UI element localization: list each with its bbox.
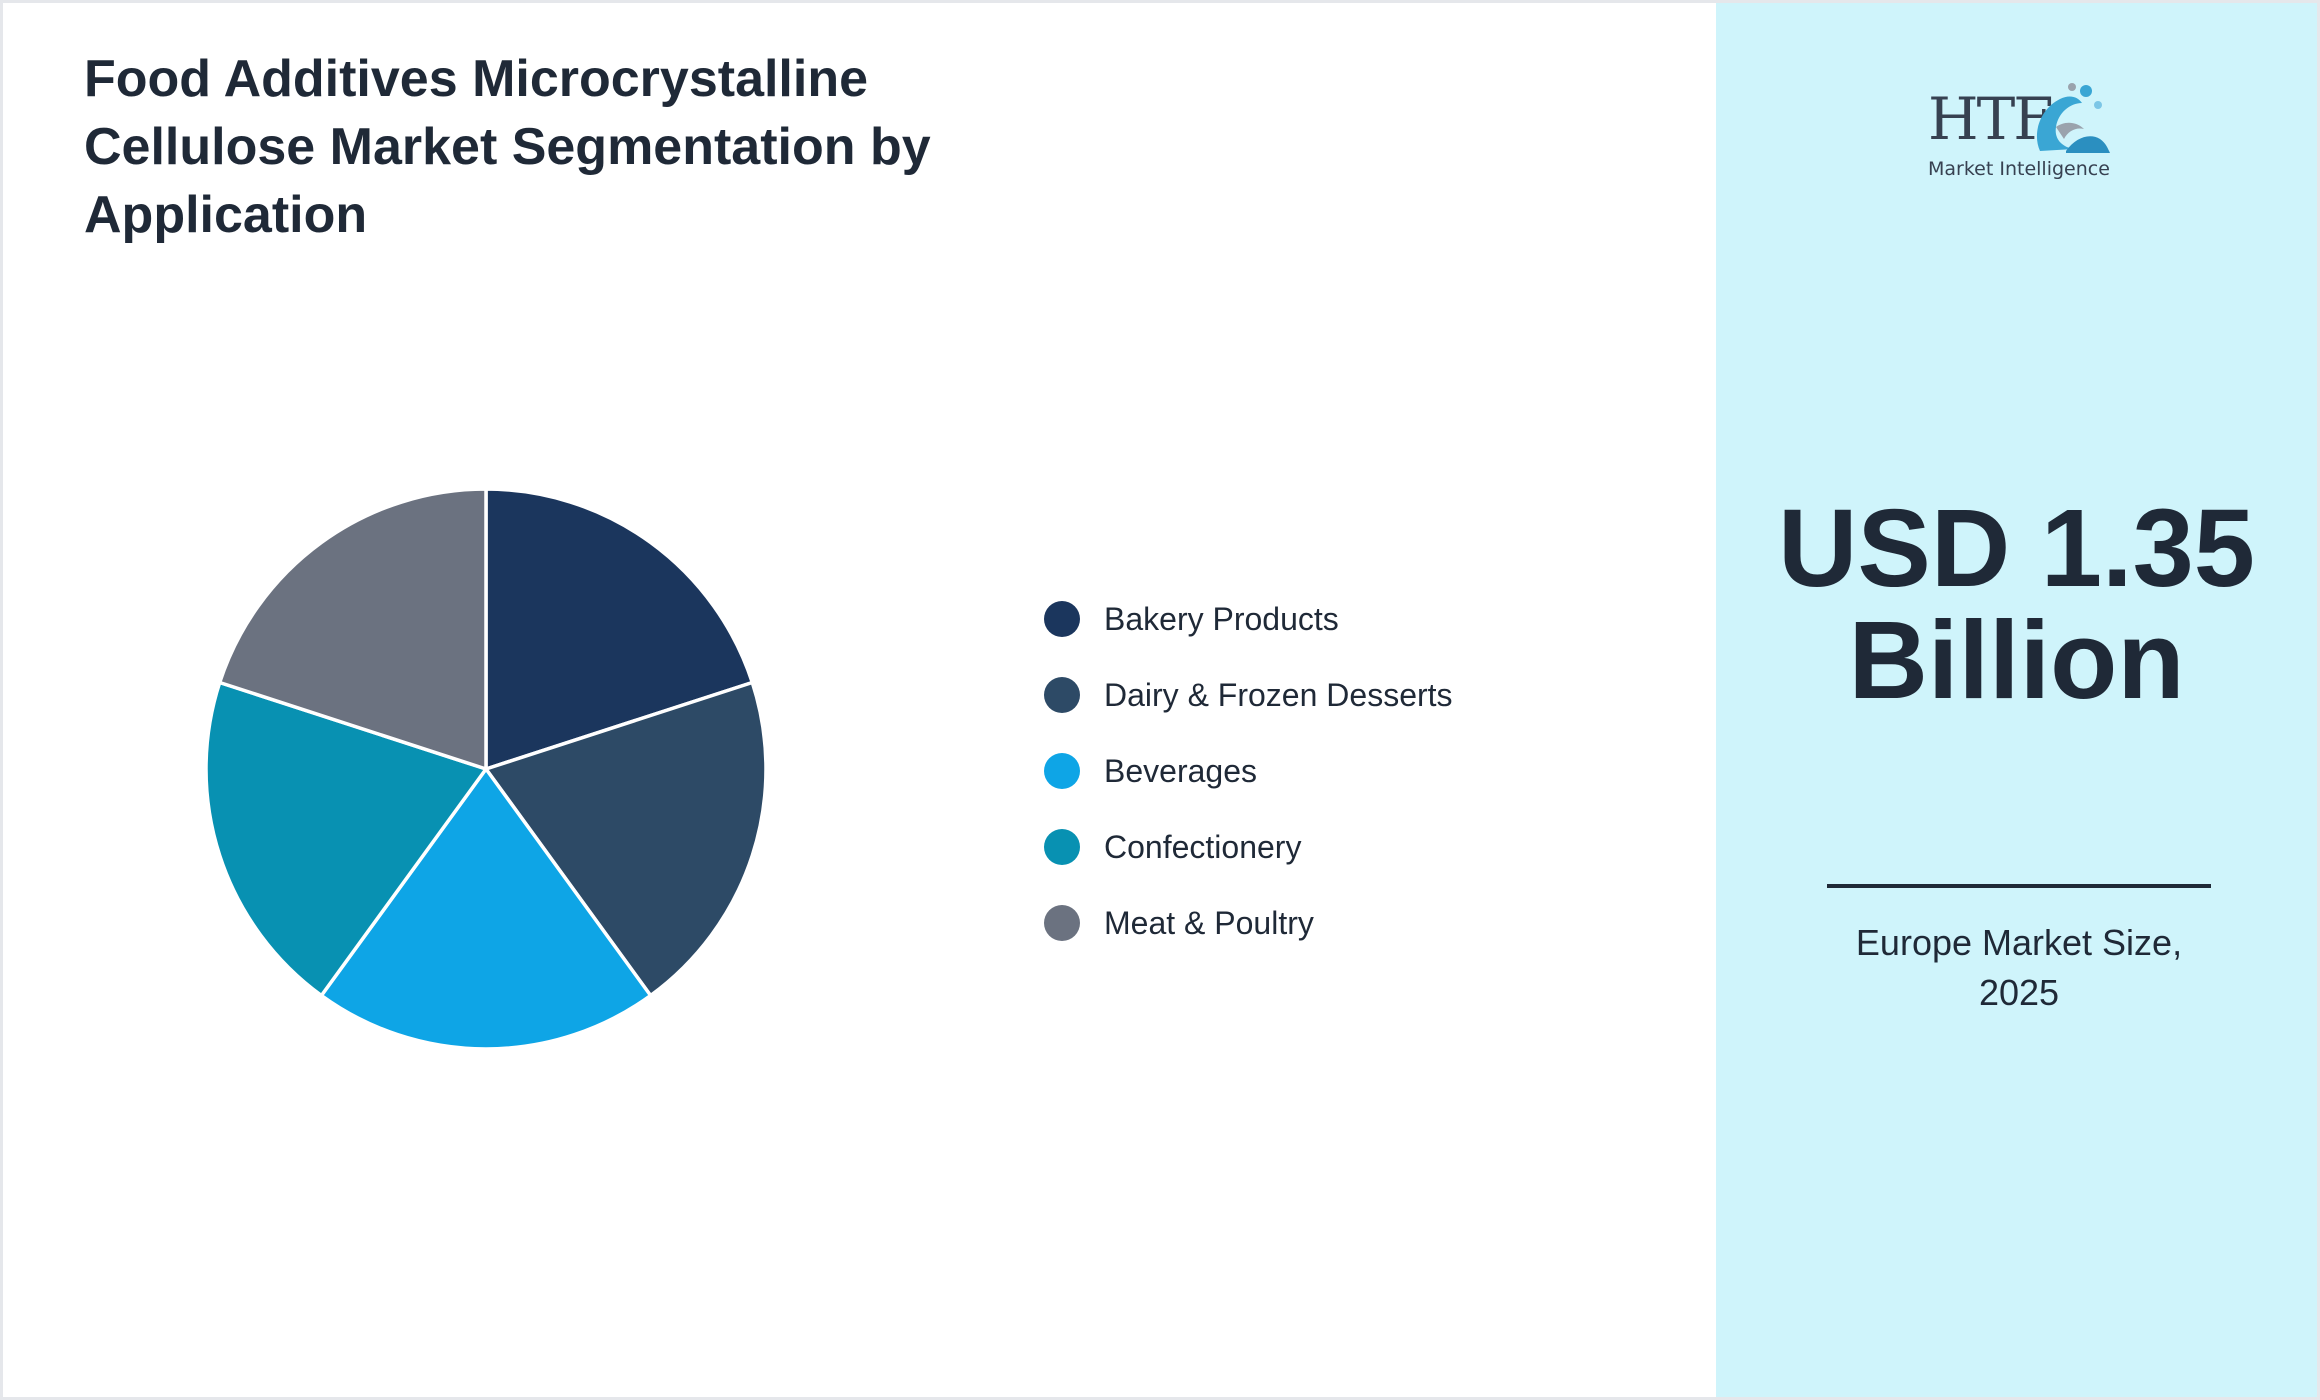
legend-label: Beverages bbox=[1104, 753, 1257, 789]
legend-label: Confectionery bbox=[1104, 829, 1302, 865]
pie-slice-dairy-frozen-desserts bbox=[484, 680, 768, 998]
pie-slice-bakery-products bbox=[484, 487, 755, 771]
pie-slice-beverages bbox=[319, 767, 653, 1051]
market-size-value: USD 1.35 Billion bbox=[1778, 487, 2255, 722]
legend-swatch bbox=[1044, 677, 1080, 713]
legend-item: Meat & Poultry bbox=[1044, 887, 1644, 963]
logo-tagline: Market Intelligence bbox=[1928, 158, 2110, 180]
pie-slice-confectionery bbox=[204, 680, 488, 998]
chart-legend: Bakery Products Dairy & Frozen Desserts Be… bbox=[1044, 583, 1644, 963]
infographic-card: Food Additives Microcrystalline Cellulos… bbox=[3, 3, 2317, 1397]
market-size-caption: Europe Market Size, 2025 bbox=[1855, 922, 2183, 1013]
legend-item: Bakery Products bbox=[1044, 583, 1644, 659]
legend-label: Bakery Products bbox=[1104, 601, 1339, 637]
pie-chart bbox=[204, 487, 768, 1051]
pie-slice-meat-poultry bbox=[217, 487, 488, 771]
legend-swatch bbox=[1044, 601, 1080, 637]
htf-logo-icon bbox=[2036, 83, 2110, 153]
legend-label: Meat & Poultry bbox=[1104, 905, 1314, 941]
legend-swatch bbox=[1044, 829, 1080, 865]
divider bbox=[1827, 884, 2211, 888]
summary-panel: HTF Market Intelligence USD 1.35 Billion… bbox=[1716, 3, 2317, 1397]
legend-item: Dairy & Frozen Desserts bbox=[1044, 659, 1644, 735]
legend-label: Dairy & Frozen Desserts bbox=[1104, 677, 1453, 713]
logo-brand: HTF bbox=[1928, 85, 2054, 153]
htf-logo: HTF Market Intelligence bbox=[1924, 79, 2114, 189]
legend-item: Confectionery bbox=[1044, 811, 1644, 887]
legend-item: Beverages bbox=[1044, 735, 1644, 811]
chart-panel: Food Additives Microcrystalline Cellulos… bbox=[3, 3, 1716, 1397]
chart-title: Food Additives Microcrystalline Cellulos… bbox=[84, 50, 931, 244]
legend-swatch bbox=[1044, 753, 1080, 789]
legend-swatch bbox=[1044, 905, 1080, 941]
